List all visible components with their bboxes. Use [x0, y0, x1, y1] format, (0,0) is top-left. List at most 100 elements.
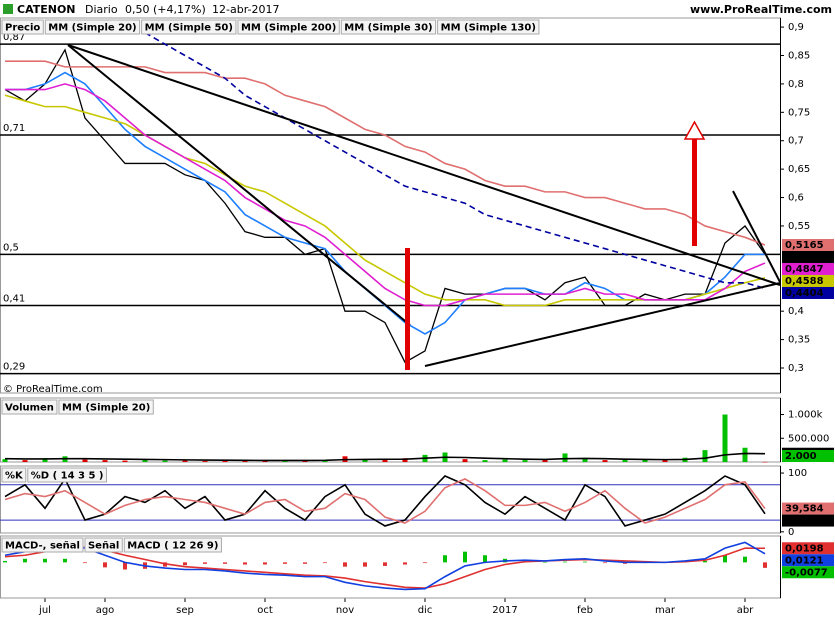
legend-label: MM (Simple 200) — [241, 23, 336, 34]
bar — [502, 459, 508, 462]
x-tick-label: 2017 — [492, 605, 517, 616]
bar — [22, 460, 28, 462]
bar — [483, 555, 487, 563]
legend-label: %K — [5, 471, 24, 482]
y-tick-label: 0,9 — [788, 22, 804, 33]
legend-box — [141, 19, 237, 35]
red-bar — [405, 248, 410, 370]
legend-box — [1, 537, 84, 553]
arrow-shaft — [692, 139, 697, 246]
bar — [282, 461, 288, 462]
legend-label: MM (Simple 50) — [145, 23, 233, 34]
bar — [762, 461, 768, 463]
value-tag: -0,0077 — [785, 567, 828, 578]
bar — [622, 459, 628, 462]
bar — [382, 459, 388, 462]
series-line — [4, 541, 766, 591]
x-tick-label: dic — [418, 605, 433, 616]
value-tag-box — [782, 554, 834, 567]
x-tick-label: feb — [577, 605, 593, 616]
legend-box — [58, 399, 154, 415]
bar — [642, 459, 648, 462]
bar — [262, 460, 268, 462]
series-line — [4, 452, 766, 462]
legend-label: Señal — [88, 541, 119, 552]
value-tag-box — [782, 542, 834, 555]
bar — [463, 551, 467, 563]
bar — [563, 561, 567, 563]
bar — [462, 459, 468, 462]
bar — [582, 458, 588, 462]
bar — [703, 560, 707, 563]
x-tick-label: ago — [96, 605, 115, 616]
legend-box — [1, 399, 58, 415]
bar — [742, 447, 748, 462]
symbol-icon — [3, 4, 13, 14]
bar — [222, 460, 228, 462]
bar — [763, 562, 767, 568]
legend-label: Volumen — [5, 403, 54, 414]
y-tick-label: 0,35 — [788, 335, 810, 346]
trend-line — [67, 44, 411, 326]
value-tag-box — [782, 514, 834, 527]
bar — [723, 555, 727, 563]
bar — [542, 459, 548, 462]
y-tick-label: 0 — [788, 527, 794, 538]
series-line — [5, 83, 766, 307]
legend-box — [437, 19, 540, 35]
trend-line — [67, 44, 781, 286]
bar — [123, 562, 127, 570]
bar — [162, 460, 168, 462]
bar — [482, 460, 488, 462]
bar — [522, 460, 528, 462]
x-tick-label: nov — [336, 605, 354, 616]
legend-label: MM (Simple 30) — [344, 23, 432, 34]
level-label: 0,87 — [3, 32, 25, 43]
y-tick-label: 0,8 — [788, 79, 804, 90]
bar — [283, 562, 287, 564]
legend-label: %D ( 14 3 5 ) — [31, 471, 104, 482]
y-tick-label: 0,85 — [788, 51, 810, 62]
x-tick-label: oct — [257, 605, 273, 616]
bar — [242, 460, 248, 462]
bar — [102, 460, 108, 462]
legend-box — [1, 467, 27, 483]
y-tick-label: 1.000k — [788, 410, 823, 421]
bar — [43, 558, 47, 563]
legend-box — [44, 19, 141, 35]
bar — [302, 460, 308, 462]
bar — [443, 555, 447, 563]
bar — [603, 562, 607, 564]
bar — [223, 562, 227, 564]
value-tag-box — [782, 566, 834, 579]
y-tick-label: 0,3 — [788, 363, 804, 374]
y-tick-label: 0,55 — [788, 221, 810, 232]
value-tag: 30,719 — [785, 516, 824, 527]
value-tag-box — [782, 238, 834, 251]
bar — [343, 562, 347, 567]
bar — [743, 556, 747, 563]
bar — [103, 562, 107, 568]
level-label: 0,71 — [3, 123, 25, 134]
value-tag: 0,50 — [785, 252, 810, 263]
bar — [182, 460, 188, 462]
level-label: 0,29 — [3, 362, 25, 373]
series-line — [4, 478, 766, 524]
value-tag-box — [782, 286, 834, 299]
bar — [83, 562, 87, 564]
value-tag-box — [782, 450, 834, 462]
value-tag: 0,0198 — [785, 543, 824, 554]
bar — [383, 562, 387, 566]
bar — [3, 560, 7, 563]
value-tag-box — [782, 262, 834, 275]
legend-label: MACD ( 12 26 9) — [127, 541, 218, 552]
legend-box — [27, 467, 107, 483]
arrow-head — [683, 120, 706, 140]
price-change: 0,50 (+4,17%) — [125, 3, 206, 16]
y-tick-label: 0,4 — [788, 306, 804, 317]
bar — [562, 453, 568, 462]
bar — [2, 459, 8, 462]
bar — [23, 558, 27, 563]
bar — [203, 562, 207, 564]
